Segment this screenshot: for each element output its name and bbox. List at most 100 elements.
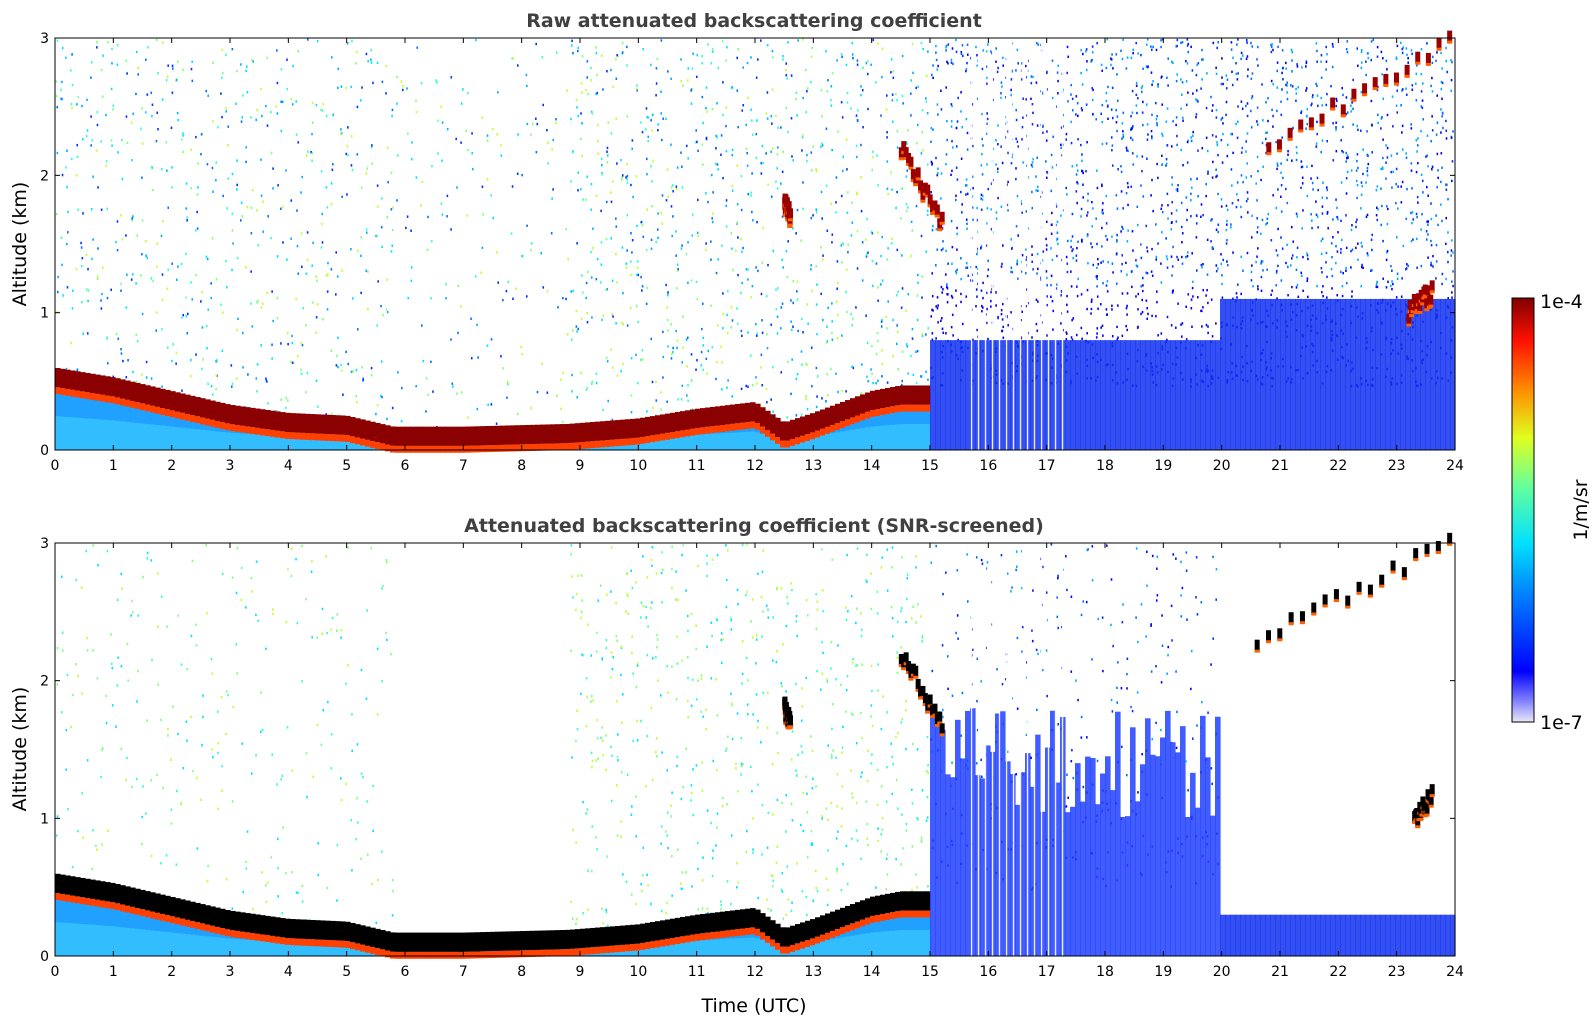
backscatter-speck <box>1165 158 1168 161</box>
backscatter-speck <box>1316 120 1318 124</box>
backscatter-speck <box>597 123 599 127</box>
boundary-layer-top <box>445 426 451 446</box>
boundary-layer-top <box>75 371 81 391</box>
backscatter-speck <box>846 91 849 95</box>
backscatter-speck <box>386 310 389 314</box>
backscatter-speck <box>205 255 208 259</box>
backscatter-speck <box>837 390 839 394</box>
backscatter-speck <box>530 242 533 245</box>
boundary-layer-edge <box>80 391 86 399</box>
boundary-layer-edge <box>550 443 556 451</box>
backscatter-speck <box>1382 97 1385 100</box>
boundary-layer-top <box>680 411 686 431</box>
backscatter-speck <box>551 197 553 200</box>
backscatter-speck <box>727 379 729 382</box>
backscatter-speck <box>1105 194 1108 198</box>
backscatter-speck <box>745 147 748 150</box>
backscatter-speck <box>951 313 954 317</box>
boundary-layer-fill <box>850 405 856 450</box>
backscatter-speck <box>1250 175 1252 178</box>
backscatter-speck <box>1151 113 1153 117</box>
backscatter-speck <box>317 405 319 408</box>
cloud-edge <box>1340 114 1346 118</box>
missing-profile <box>1019 38 1022 450</box>
backscatter-speck <box>1156 114 1159 118</box>
backscatter-speck <box>750 194 752 197</box>
boundary-layer-fill <box>135 389 141 450</box>
cloud-segment <box>927 194 933 207</box>
backscatter-speck <box>165 141 168 144</box>
backscatter-speck <box>102 54 104 57</box>
backscatter-speck <box>426 248 429 252</box>
backscatter-speck <box>1181 262 1184 265</box>
backscatter-speck <box>797 329 799 333</box>
backscatter-speck <box>145 111 147 114</box>
backscatter-speck <box>1335 126 1337 129</box>
boundary-layer-fill <box>165 396 171 450</box>
backscatter-speck <box>1392 170 1395 174</box>
boundary-layer-edge <box>660 433 666 441</box>
backscatter-speck <box>356 249 359 252</box>
backscatter-speck <box>342 393 344 396</box>
backscatter-speck <box>1230 168 1233 171</box>
aerosol-column <box>1305 298 1311 450</box>
boundary-layer-fill <box>195 403 201 450</box>
backscatter-speck <box>1060 322 1062 325</box>
backscatter-speck <box>802 207 804 211</box>
backscatter-speck <box>1275 206 1278 210</box>
backscatter-speck <box>1052 309 1055 313</box>
backscatter-speck <box>657 128 659 132</box>
backscatter-speck <box>507 382 509 386</box>
backscatter-speck <box>1385 258 1388 262</box>
backscatter-speck <box>97 186 99 189</box>
backscatter-speck <box>670 143 672 146</box>
backscatter-speck <box>672 190 674 193</box>
backscatter-speck <box>457 331 459 335</box>
backscatter-speck <box>837 313 839 317</box>
backscatter-speck <box>1441 115 1443 118</box>
backscatter-speck <box>880 114 882 117</box>
backscatter-speck <box>1205 194 1207 198</box>
backscatter-speck <box>301 265 303 269</box>
backscatter-speck <box>860 94 862 97</box>
boundary-layer-edge <box>55 387 61 395</box>
backscatter-speck <box>935 264 937 267</box>
backscatter-speck <box>1365 73 1367 77</box>
backscatter-speck <box>1190 192 1192 196</box>
boundary-layer-core <box>255 434 261 450</box>
backscatter-speck <box>1265 151 1267 155</box>
backscatter-speck <box>1056 71 1059 74</box>
backscatter-speck <box>1131 111 1134 114</box>
backscatter-speck <box>957 96 960 100</box>
backscatter-speck <box>470 356 473 360</box>
backscatter-speck <box>1095 336 1098 339</box>
backscatter-speck <box>227 125 230 128</box>
boundary-layer-edge <box>795 437 801 445</box>
backscatter-speck <box>1305 89 1307 92</box>
backscatter-speck <box>405 226 407 230</box>
backscatter-speck <box>791 358 793 361</box>
backscatter-speck <box>531 122 534 126</box>
aerosol-column <box>1390 298 1396 450</box>
backscatter-speck <box>1287 153 1289 156</box>
backscatter-speck <box>1101 142 1104 146</box>
backscatter-speck <box>1386 249 1389 253</box>
backscatter-speck <box>450 338 452 341</box>
backscatter-speck <box>1216 174 1218 177</box>
backscatter-speck <box>1310 213 1312 216</box>
backscatter-speck <box>590 250 592 254</box>
backscatter-speck <box>1260 275 1263 279</box>
backscatter-speck <box>146 93 149 96</box>
backscatter-speck <box>1296 246 1299 249</box>
backscatter-speck <box>272 167 274 170</box>
backscatter-speck <box>1195 115 1197 119</box>
backscatter-speck <box>566 89 568 92</box>
backscatter-speck <box>590 182 593 186</box>
backscatter-speck <box>685 252 688 256</box>
backscatter-speck <box>126 273 128 276</box>
backscatter-speck <box>655 399 658 402</box>
cloud-edge <box>913 183 919 187</box>
backscatter-speck <box>860 176 863 179</box>
backscatter-speck <box>926 209 929 212</box>
backscatter-speck <box>227 143 229 147</box>
